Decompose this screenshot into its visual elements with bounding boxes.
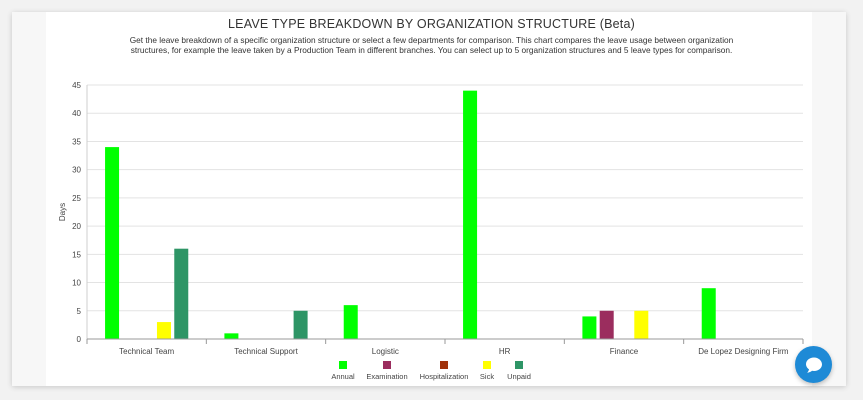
y-tick-label: 25 (72, 194, 81, 203)
y-tick-label: 0 (77, 335, 82, 344)
bar-sick-4 (634, 310, 649, 339)
y-tick-label: 30 (72, 166, 81, 175)
x-tick-label: Finance (610, 347, 639, 356)
bar-unpaid-0 (174, 248, 189, 339)
y-tick-label: 45 (72, 81, 81, 90)
bar-annual-0 (105, 147, 120, 339)
left-margin (12, 12, 46, 386)
legend-swatch-examination (383, 361, 391, 369)
bar-annual-5 (701, 288, 716, 339)
x-tick-label: Technical Team (119, 347, 174, 356)
y-tick-label: 15 (72, 250, 81, 259)
legend-label: Sick (480, 372, 494, 381)
bar-annual-3 (463, 90, 478, 340)
y-tick-label: 20 (72, 222, 81, 231)
bar-examination-4 (599, 310, 614, 339)
y-tick-label: 40 (72, 109, 81, 118)
y-tick-label: 10 (72, 279, 81, 288)
legend-swatch-unpaid (515, 361, 523, 369)
chart-title: LEAVE TYPE BREAKDOWN BY ORGANIZATION STR… (228, 17, 635, 31)
bar-sick-0 (156, 322, 171, 339)
y-tick-label: 35 (72, 137, 81, 146)
legend-label: Examination (366, 372, 407, 381)
chart-subtitle: Get the leave breakdown of a specific or… (129, 35, 734, 55)
legend-label: Annual (331, 372, 355, 381)
legend-swatch-sick (483, 361, 491, 369)
chat-bubble-icon (805, 357, 822, 373)
legend-label: Hospitalization (420, 372, 469, 381)
right-margin (812, 12, 846, 386)
bar-annual-1 (224, 333, 239, 339)
bar-annual-2 (343, 305, 358, 339)
y-tick-label: 5 (77, 307, 82, 316)
legend-label: Unpaid (507, 372, 531, 381)
legend-swatch-hospitalization (440, 361, 448, 369)
y-axis-label: Days (58, 203, 67, 221)
legend-swatch-annual (339, 361, 347, 369)
x-tick-label: HR (499, 347, 511, 356)
x-tick-label: Logistic (372, 347, 399, 356)
chat-button[interactable] (795, 346, 832, 383)
x-tick-label: De Lopez Designing Firm (698, 347, 789, 356)
bar-annual-4 (582, 316, 597, 339)
bar-unpaid-1 (293, 310, 308, 339)
x-tick-label: Technical Support (234, 347, 298, 356)
